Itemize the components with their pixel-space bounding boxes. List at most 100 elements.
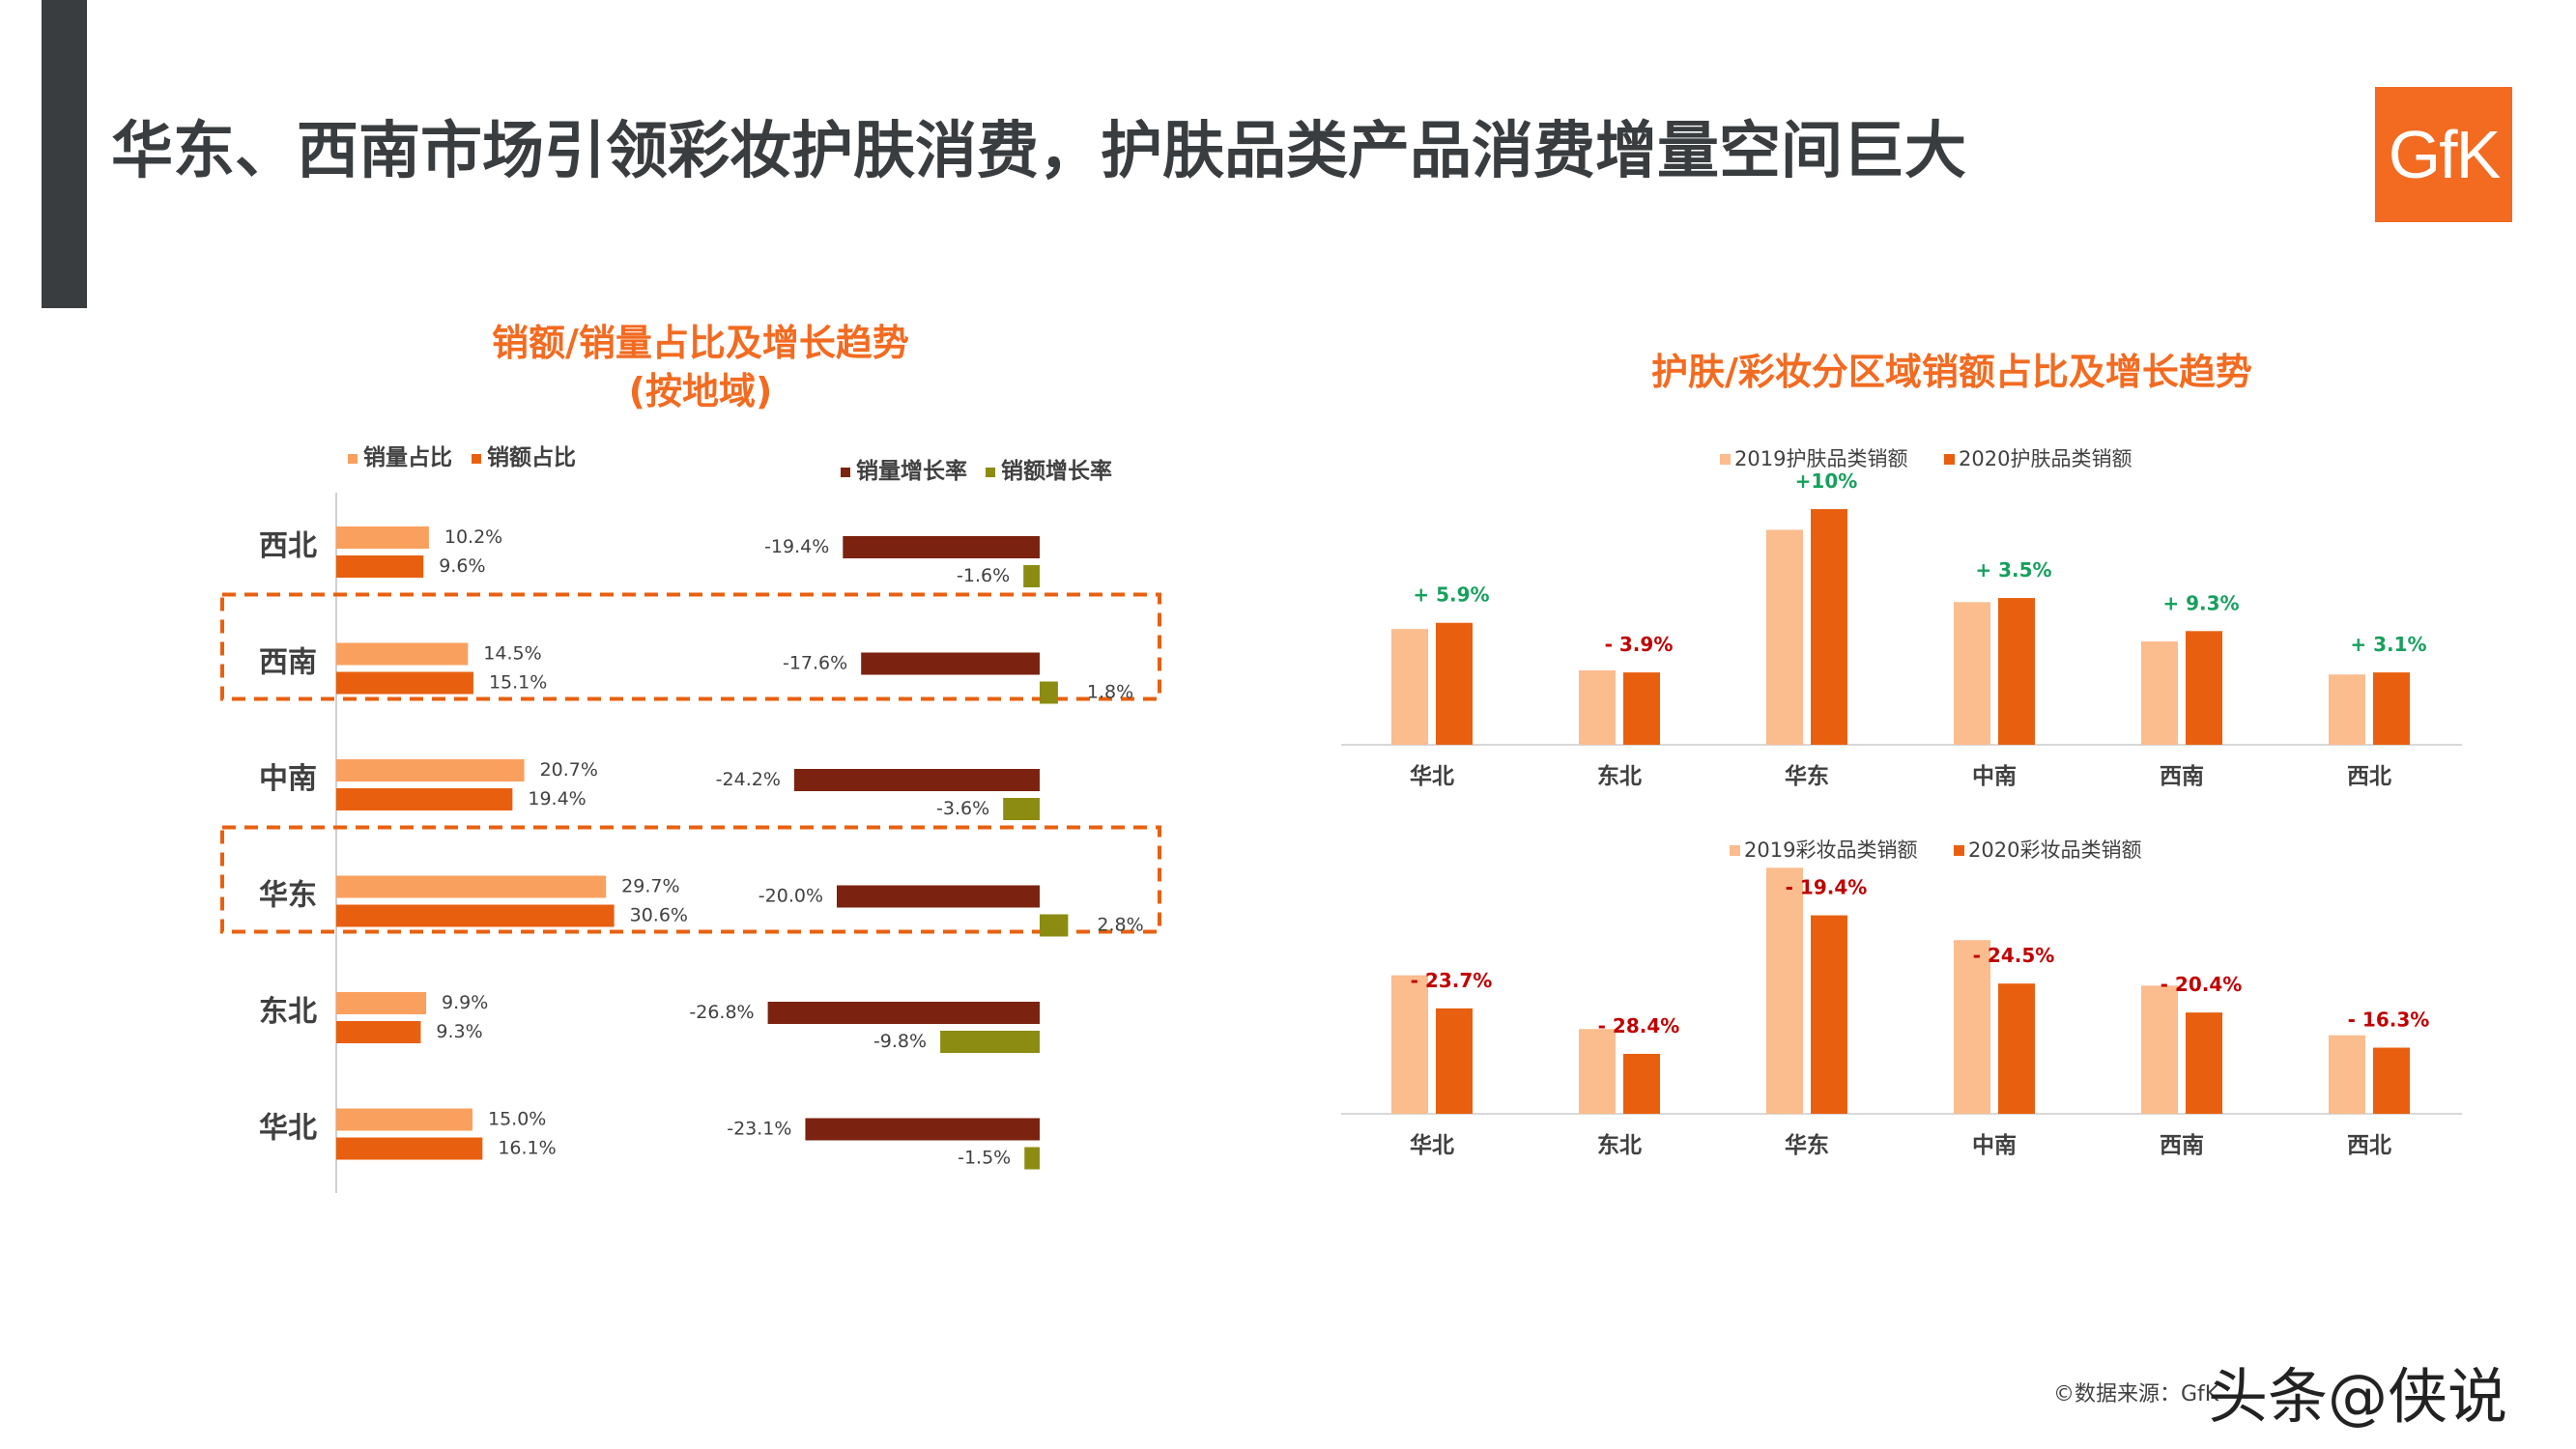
bar-1 [1998, 983, 2035, 1114]
legend-label-0: 2019护肤品类销额 [1734, 447, 1907, 470]
legend-swatch-0 [1720, 454, 1731, 465]
share-bar-0 [336, 875, 607, 898]
bar-1 [1811, 509, 1847, 745]
bar-0 [1391, 975, 1428, 1114]
growth-bar-1 [940, 1031, 1040, 1053]
growth-bar-0 [805, 1118, 1040, 1141]
growth-value-label: -23.1% [727, 1119, 791, 1140]
legend-swatch-growth-0 [841, 468, 850, 477]
bar-0 [1391, 629, 1428, 745]
share-value-label: 20.7% [540, 759, 598, 781]
growth-value-label: -17.6% [783, 653, 847, 674]
growth-label: + 3.1% [2350, 633, 2426, 656]
category-label: 华北 [259, 1112, 317, 1146]
legend-swatch-share-0 [348, 454, 358, 464]
bar-1 [1811, 915, 1847, 1114]
x-tick-label: 华东 [1785, 763, 1829, 789]
share-bar-1 [336, 555, 424, 578]
growth-label: +10% [1795, 469, 1858, 493]
growth-bar-1 [1003, 798, 1040, 820]
growth-value-label: -1.6% [957, 565, 1010, 586]
legend-label-1: 2020彩妆品类销额 [1968, 838, 2141, 862]
legend-swatch-1 [1954, 845, 1964, 856]
watermark: 头条@侠说 [2208, 1361, 2508, 1432]
growth-value-label: -24.2% [716, 769, 781, 790]
growth-value-label: -26.8% [689, 1002, 754, 1023]
bar-0 [1766, 867, 1803, 1114]
legend-label-share-0: 销量占比 [363, 445, 452, 470]
share-bar-0 [336, 992, 427, 1014]
growth-label: - 24.5% [1973, 944, 2055, 967]
share-bar-1 [336, 788, 513, 810]
legend-label-0: 2019彩妆品类销额 [1744, 838, 1917, 862]
share-value-label: 29.7% [621, 876, 679, 897]
share-bar-1 [336, 1137, 483, 1160]
growth-value-label: 1.8% [1087, 682, 1133, 703]
chart1-subtitle: (按地域) [628, 370, 773, 412]
growth-label: + 5.9% [1413, 583, 1489, 607]
legend-swatch-growth-1 [986, 468, 995, 477]
bar-0 [2141, 641, 2178, 745]
share-value-label: 30.6% [630, 905, 688, 926]
growth-label: - 3.9% [1605, 633, 1674, 656]
bar-1 [1623, 672, 1660, 745]
share-value-label: 10.2% [444, 526, 502, 548]
legend-label-growth-0: 销量增长率 [856, 458, 967, 484]
growth-bar-0 [861, 652, 1040, 675]
chart1-title: 销额/销量占比及增长趋势 (按地域) [415, 319, 986, 415]
category-label: 西北 [259, 529, 317, 563]
bar-0 [2329, 1035, 2365, 1114]
logo-text: GfK [2388, 117, 2502, 192]
share-bar-0 [336, 642, 469, 666]
bar-1 [1623, 1053, 1660, 1114]
x-tick-label: 中南 [1972, 764, 2017, 789]
growth-label: - 20.4% [2161, 973, 2243, 996]
chart2-title: 护肤/彩妆分区域销额占比及增长趋势 [1651, 351, 2252, 393]
growth-bar-1 [1023, 565, 1040, 587]
share-value-label: 15.0% [488, 1109, 546, 1130]
bar-1 [1436, 1008, 1473, 1114]
bar-0 [1954, 940, 1990, 1114]
growth-value-label: -20.0% [758, 886, 823, 907]
category-label: 东北 [259, 995, 317, 1029]
growth-bar-0 [767, 1002, 1040, 1024]
growth-bar-0 [837, 885, 1040, 908]
x-tick-label: 东北 [1597, 763, 1642, 789]
share-value-label: 15.1% [489, 672, 547, 694]
bar-0 [1954, 602, 1990, 745]
growth-label: - 16.3% [2348, 1009, 2430, 1032]
skincare-region-chart: 2019护肤品类销额 2020护肤品类销额 + 5.9% 华北 - 3.9% 东北 +10%… [1341, 447, 2462, 789]
makeup-region-chart: 2019彩妆品类销额 2020彩妆品类销额 - 23.7% 华北 - 28.4% 东北 - … [1341, 838, 2462, 1158]
category-label: 西南 [259, 646, 317, 680]
x-tick-label: 中南 [1972, 1133, 2017, 1158]
share-value-label: 16.1% [498, 1138, 556, 1159]
growth-value-label: -19.4% [764, 536, 829, 557]
growth-value-label: 2.8% [1097, 915, 1143, 936]
legend-swatch-0 [1730, 845, 1740, 856]
growth-label: - 28.4% [1598, 1014, 1680, 1037]
x-tick-label: 西南 [2160, 764, 2204, 789]
category-label: 华东 [259, 879, 317, 913]
growth-bar-0 [793, 769, 1040, 791]
bar-0 [2329, 674, 2365, 745]
growth-value-label: -1.5% [958, 1148, 1011, 1169]
growth-bar-1 [1040, 914, 1069, 937]
growth-label: - 23.7% [1411, 969, 1493, 992]
share-value-label: 14.5% [483, 643, 541, 665]
legend-label-growth-1: 销额增长率 [1001, 458, 1112, 484]
share-bar-1 [336, 904, 615, 927]
x-tick-label: 西南 [2160, 1133, 2204, 1158]
bar-0 [1766, 529, 1803, 745]
bar-1 [1436, 622, 1473, 745]
share-bar-0 [336, 759, 525, 781]
share-bar-0 [336, 526, 429, 549]
legend-swatch-share-1 [472, 454, 481, 464]
growth-value-label: -3.6% [936, 798, 989, 819]
share-value-label: 9.3% [436, 1021, 482, 1042]
gfk-logo: GfK [2375, 87, 2512, 222]
bar-0 [2141, 985, 2178, 1114]
x-tick-label: 华北 [1410, 1132, 1454, 1158]
highlight-box-3 [220, 825, 1161, 934]
bar-0 [1579, 1029, 1616, 1114]
bar-1 [2186, 631, 2222, 745]
